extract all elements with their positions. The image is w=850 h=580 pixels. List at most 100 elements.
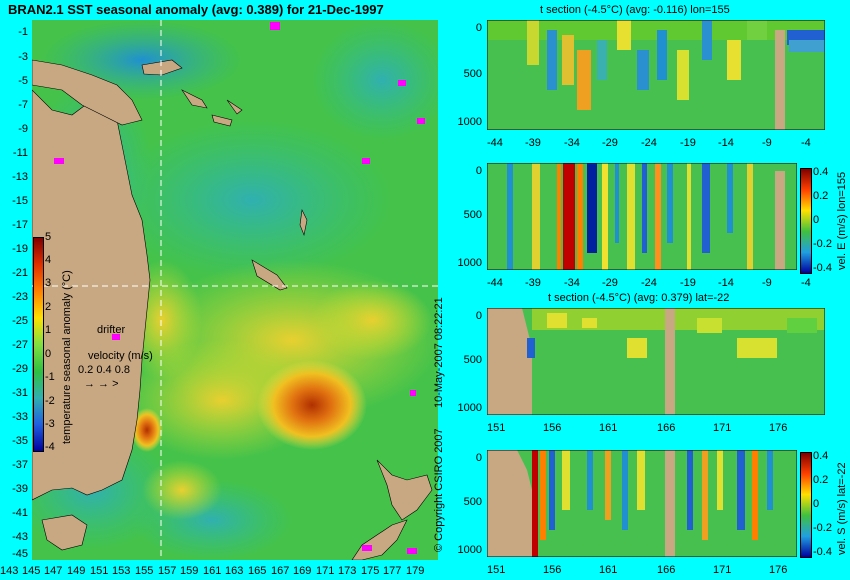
colorbar-tick: 3 <box>45 277 52 289</box>
x-tick: -9 <box>762 277 772 289</box>
panel2-vel-east-lon155[interactable] <box>487 163 797 270</box>
lon-label: 169 <box>293 565 312 577</box>
lat-label: -25 <box>12 315 28 327</box>
lon-label: 149 <box>67 565 86 577</box>
colorbar-tick: 0.4 <box>813 450 829 462</box>
colorbar-tick: 1 <box>45 324 52 336</box>
tasmania-landmass <box>41 514 88 551</box>
lat-label: -37 <box>12 459 28 471</box>
x-tick: 176 <box>769 564 788 576</box>
x-tick: -14 <box>718 137 734 149</box>
x-tick: -39 <box>525 277 541 289</box>
lon-label: 167 <box>271 565 290 577</box>
x-tick: -39 <box>525 137 541 149</box>
x-tick: -19 <box>680 277 696 289</box>
panel2-colorbar-ticks: 0.4 0.2 0 -0.2 -0.4 <box>813 166 835 276</box>
panel2-colorbar <box>800 168 812 274</box>
y-tick: 500 <box>463 209 482 221</box>
lat-label: -31 <box>12 387 28 399</box>
panel3-title: t section (-4.5°C) (avg: 0.379) lat=-22 <box>548 292 730 304</box>
lat-label: -1 <box>18 26 28 38</box>
panel4-colorbar-ticks: 0.4 0.2 0 -0.2 -0.4 <box>813 450 835 560</box>
colorbar-tick: -3 <box>45 418 55 430</box>
lat-label: -33 <box>12 411 28 423</box>
lat-label: -7 <box>18 99 28 111</box>
colorbar-tick: 0 <box>45 348 52 360</box>
x-tick: 156 <box>543 564 562 576</box>
colorbar-tick: -0.4 <box>813 262 832 274</box>
x-tick: 166 <box>657 422 676 434</box>
y-tick: 500 <box>463 68 482 80</box>
lon-label: 143 <box>0 565 19 577</box>
y-tick: 1000 <box>457 402 482 414</box>
y-tick: 0 <box>475 165 482 177</box>
x-tick: 176 <box>769 422 788 434</box>
y-tick: 500 <box>463 354 482 366</box>
panel2-x-axis: -44 -39 -34 -29 -24 -19 -14 -9 -4 <box>487 277 837 291</box>
colorbar-tick: 0.2 <box>813 190 829 202</box>
lat-label: -39 <box>12 483 28 495</box>
panel1-title: t section (-4.5°C) (avg: -0.116) lon=155 <box>540 4 730 16</box>
x-tick: -34 <box>564 137 580 149</box>
lat-label: -13 <box>12 171 28 183</box>
lat-label: -3 <box>18 51 28 63</box>
panel1-temp-section-lon155[interactable] <box>487 20 825 130</box>
x-tick: 161 <box>599 564 618 576</box>
x-tick: -44 <box>487 137 503 149</box>
lat-label: -29 <box>12 363 28 375</box>
y-tick: 0 <box>475 22 482 34</box>
panel4-x-axis: 151 156 161 166 171 176 <box>487 564 837 578</box>
lat-label: -41 <box>12 507 28 519</box>
new-britain-landmass <box>141 59 183 76</box>
lat-label: -45 <box>12 548 28 560</box>
colorbar-tick: 0.2 <box>813 474 829 486</box>
colorbar-tick: -0.2 <box>813 238 832 250</box>
x-tick: -29 <box>602 137 618 149</box>
copyright: © Copyright CSIRO 2007 <box>433 428 445 552</box>
lon-label: 173 <box>338 565 357 577</box>
sst-anomaly-map[interactable] <box>32 20 438 560</box>
x-tick: 156 <box>543 422 562 434</box>
x-tick: 151 <box>487 422 506 434</box>
colorbar-tick: 4 <box>45 254 52 266</box>
lon-label: 155 <box>135 565 154 577</box>
x-tick: -29 <box>602 277 618 289</box>
x-tick: -14 <box>718 277 734 289</box>
x-tick: 151 <box>487 564 506 576</box>
date-stamp: 10-May-2007 08:22:21 <box>433 297 445 408</box>
vanuatu-islands <box>299 208 308 237</box>
lon-label: 157 <box>158 565 177 577</box>
colorbar-tick: 0.4 <box>813 166 829 178</box>
map-title: BRAN2.1 SST seasonal anomaly (avg: 0.389… <box>8 2 384 17</box>
colorbar-label: temperature seasonal anomaly (°C) <box>61 270 73 444</box>
colorbar-tick: 5 <box>45 231 52 243</box>
sst-colorbar-ticks: 5 4 3 2 1 0 -1 -2 -3 -4 <box>45 231 59 461</box>
lon-label: 147 <box>44 565 63 577</box>
lon-label: 177 <box>383 565 402 577</box>
colorbar-tick: -4 <box>45 441 55 453</box>
x-tick: -44 <box>487 277 503 289</box>
x-tick: -19 <box>680 137 696 149</box>
panel4-vel-south-lat-22[interactable] <box>487 450 797 557</box>
panel4-colorbar <box>800 452 812 558</box>
lat-label: -11 <box>12 147 28 159</box>
panel1-x-axis: -44 -39 -34 -29 -24 -19 -14 -9 -4 <box>487 137 837 151</box>
sst-colorbar <box>33 237 44 452</box>
drifter-label: drifter <box>97 324 126 336</box>
panel1-y-axis: 0 500 1000 <box>448 20 484 130</box>
panel2-y-axis: 0 500 1000 <box>448 163 484 270</box>
panel3-temp-section-lat-22[interactable] <box>487 308 825 415</box>
drifter-markers <box>54 22 425 554</box>
lon-label: 161 <box>203 565 222 577</box>
lat-label: -15 <box>12 195 28 207</box>
lat-label: -21 <box>12 267 28 279</box>
lat-label: -17 <box>12 219 28 231</box>
solomon-islands <box>181 89 243 127</box>
lat-label: -27 <box>12 339 28 351</box>
lon-label: 153 <box>112 565 131 577</box>
velocity-label: velocity (m/s) <box>88 350 153 362</box>
new-caledonia-landmass <box>251 259 288 291</box>
y-tick: 1000 <box>457 116 482 128</box>
lat-label: -19 <box>12 243 28 255</box>
panel3-x-axis: 151 156 161 166 171 176 <box>487 422 837 436</box>
